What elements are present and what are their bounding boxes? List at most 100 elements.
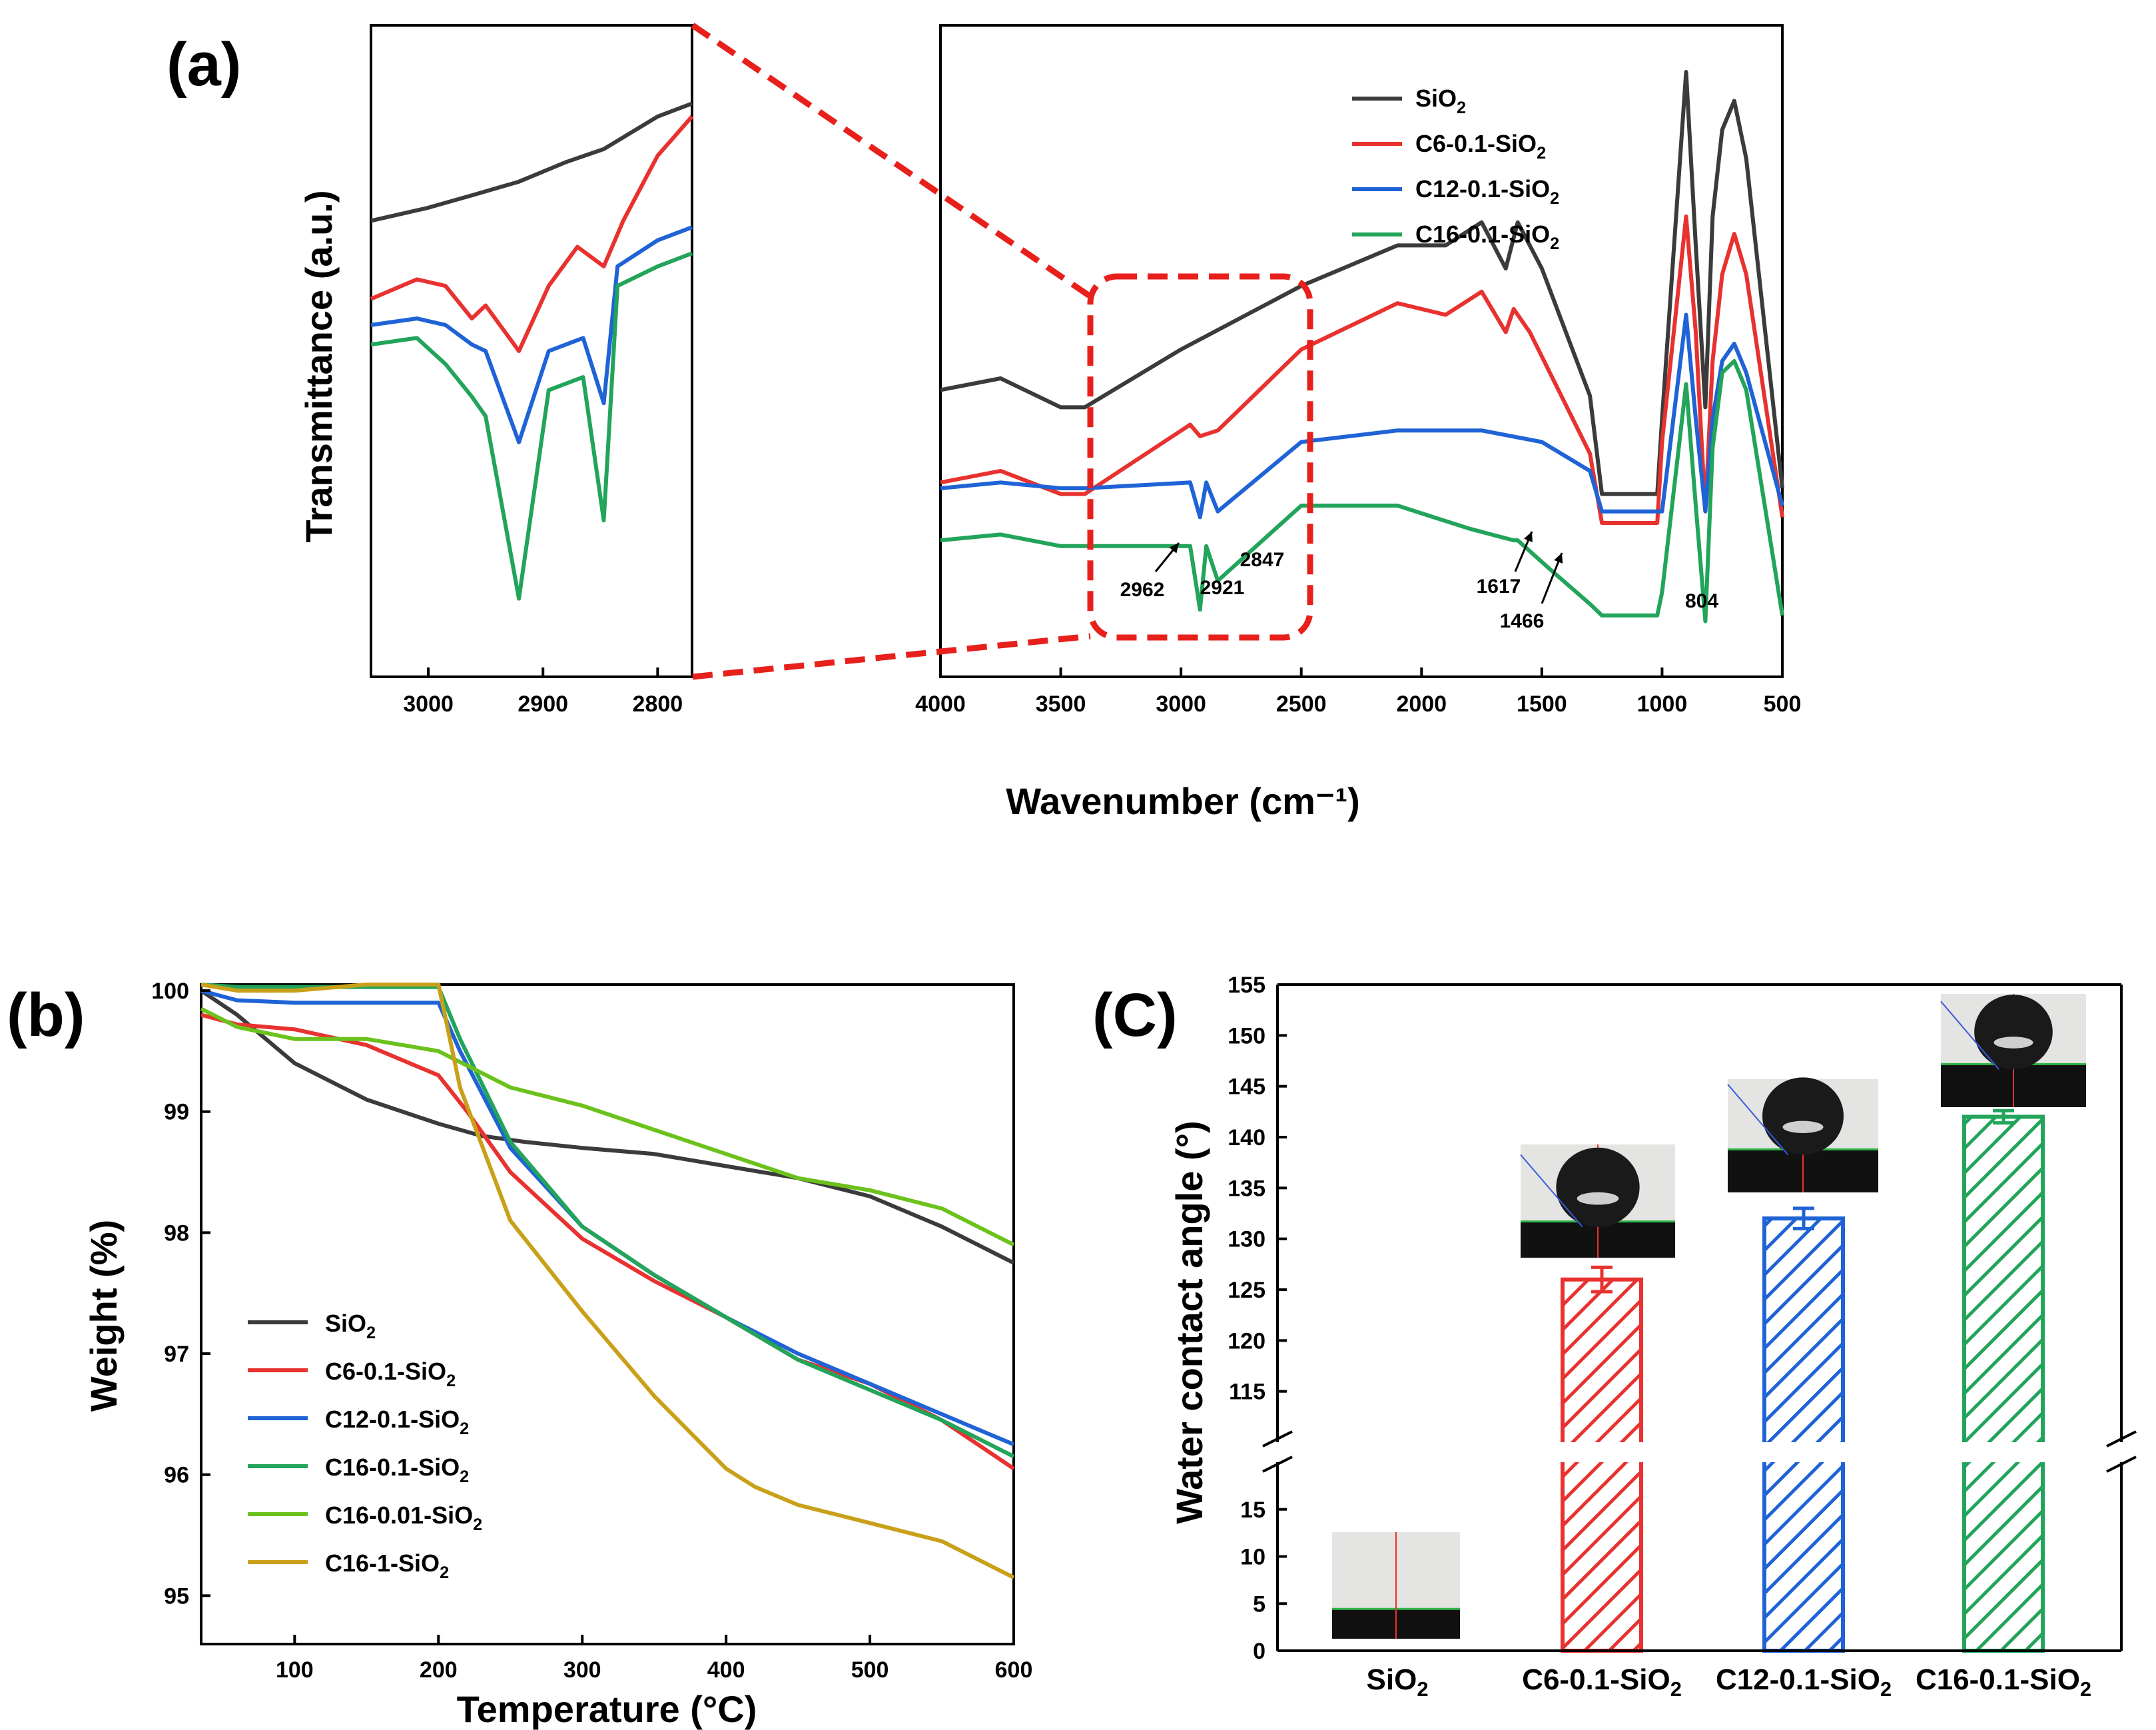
contact-angle-category-label: SiO2 bbox=[1367, 1663, 1429, 1701]
panel-label-c: (C) bbox=[1092, 981, 1178, 1049]
contact-angle-bar bbox=[1561, 1277, 1643, 1653]
ftir-zoom-xtick-label: 2800 bbox=[633, 691, 683, 717]
ftir-zoom-line-c6 bbox=[370, 115, 694, 353]
contact-angle-bars bbox=[1276, 1108, 2123, 1653]
tga-line-c16_001 bbox=[200, 1007, 1015, 1247]
tga-xtick-label: 500 bbox=[851, 1657, 889, 1683]
zoom-connector-bottom bbox=[692, 633, 1091, 680]
contact-angle-bar bbox=[1762, 1216, 1845, 1653]
contact-angle-ytick-label: 125 bbox=[1228, 1278, 1265, 1303]
contact-angle-ytick-label: 15 bbox=[1240, 1498, 1265, 1523]
ftir-full-series bbox=[940, 70, 1784, 624]
ftir-annotation-arrowhead bbox=[1524, 532, 1533, 542]
ftir-full-frame bbox=[939, 24, 1784, 678]
ftir-full-xtick-label: 1000 bbox=[1637, 691, 1688, 717]
tga-xtick-label: 100 bbox=[276, 1657, 314, 1683]
contact-angle-ytick-label: 10 bbox=[1240, 1545, 1265, 1570]
ftir-full-line-sio2 bbox=[940, 70, 1784, 496]
contact-angle-category-label: C6-0.1-SiO2 bbox=[1522, 1663, 1682, 1701]
ftir-annotation-arrowhead bbox=[1554, 553, 1563, 564]
ftir-zoom-ticks: 3000 2900 2800 bbox=[403, 667, 683, 717]
ftir-annotation-2921: 2921 bbox=[1200, 577, 1245, 599]
ftir-annotation-1617: 1617 bbox=[1477, 576, 1521, 598]
ftir-ylabel: Transmittance (a.u.) bbox=[298, 190, 340, 542]
droplet-photo bbox=[1727, 1077, 1878, 1192]
tga-ytick-label: 97 bbox=[164, 1342, 189, 1367]
contact-angle-category-label: C16-0.1-SiO2 bbox=[1916, 1663, 2091, 1701]
tga-legend-label: C16-1-SiO2 bbox=[325, 1549, 449, 1582]
tga-ytick-label: 95 bbox=[164, 1583, 189, 1609]
tga-legend-label: C6-0.1-SiO2 bbox=[325, 1358, 456, 1390]
contact-angle-ytick-label: 0 bbox=[1253, 1639, 1265, 1664]
ftir-full-xtick-label: 4000 bbox=[915, 691, 966, 717]
tga-legend-label: SiO2 bbox=[325, 1310, 376, 1342]
droplet-highlight bbox=[1577, 1192, 1619, 1205]
contact-angle-ylabel: Water contact angle (°) bbox=[1168, 1120, 1210, 1523]
tga-legend-label: C16-0.01-SiO2 bbox=[325, 1502, 482, 1534]
ftir-legend-label: SiO2 bbox=[1415, 85, 1466, 117]
contact-angle-ticks: 0 5 10 15 115 120 125 130 135 140 145 150 155 SiO2 C6-… bbox=[1228, 973, 2091, 1701]
ftir-full-xtick-label: 3000 bbox=[1156, 691, 1206, 717]
ftir-full-line-c6 bbox=[940, 215, 1784, 525]
tga-frame bbox=[200, 983, 1015, 1645]
tga-line-sio2 bbox=[200, 989, 1015, 1265]
ftir-zoom-xtick-label: 2900 bbox=[518, 691, 568, 717]
droplet-highlight bbox=[1782, 1120, 1824, 1133]
tga-ytick-label: 100 bbox=[151, 979, 189, 1004]
tga-xlabel: Temperature (°C) bbox=[457, 1688, 757, 1730]
ftir-full-xtick-label: 3500 bbox=[1036, 691, 1086, 717]
contact-angle-plot: 0 5 10 15 115 120 125 130 135 140 145 150 155 SiO2 C6-… bbox=[1228, 973, 2137, 1701]
ftir-full-line-c12 bbox=[940, 312, 1784, 520]
ftir-annotation-2847: 2847 bbox=[1240, 549, 1285, 571]
droplet-photo bbox=[1520, 1144, 1675, 1258]
droplet-photos bbox=[1332, 994, 2086, 1639]
tga-series bbox=[200, 983, 1015, 1579]
axis-break-mark-left bbox=[1262, 1456, 1293, 1473]
tga-xtick-label: 400 bbox=[707, 1657, 745, 1683]
tga-ticks: 100 200 300 400 500 600 95 96 97 98 99 100 bbox=[151, 979, 1032, 1683]
ftir-annotations: 2962 2921 2847 1617 1466 804 bbox=[1120, 531, 1718, 632]
ftir-zoom-line-c12 bbox=[370, 225, 693, 444]
droplet-photo bbox=[1332, 1532, 1460, 1639]
water-droplet bbox=[1974, 995, 2053, 1070]
contact-angle-ytick-label: 150 bbox=[1228, 1023, 1265, 1049]
ftir-annotation-2962: 2962 bbox=[1120, 579, 1165, 601]
contact-angle-frame bbox=[1262, 983, 2137, 1652]
panel-label-b: (b) bbox=[7, 981, 85, 1049]
contact-angle-bar bbox=[1962, 1114, 2045, 1653]
tga-ytick-label: 98 bbox=[164, 1220, 189, 1246]
water-droplet bbox=[1556, 1147, 1640, 1227]
droplet-photo bbox=[1940, 994, 2086, 1107]
tga-ylabel: Weight (%) bbox=[83, 1220, 125, 1412]
droplet-tangent-line bbox=[1520, 1154, 1583, 1228]
tga-legend: SiO2 C6-0.1-SiO2 C12-0.1-SiO2 C16-0.1-SiO2 C… bbox=[248, 1310, 482, 1582]
ftir-annotation-804: 804 bbox=[1685, 590, 1718, 612]
axis-break-gap bbox=[1276, 1442, 2123, 1462]
ftir-full-ticks: 4000 3500 3000 2500 2000 1500 1000 500 bbox=[915, 667, 1801, 717]
contact-angle-ytick-label: 135 bbox=[1228, 1176, 1265, 1201]
ftir-full-xtick-label: 2500 bbox=[1276, 691, 1327, 717]
axis-break-mark-right bbox=[2106, 1456, 2137, 1473]
contact-angle-ytick-label: 5 bbox=[1253, 1591, 1265, 1617]
tga-ytick-label: 96 bbox=[164, 1463, 189, 1488]
tga-line-c16 bbox=[200, 983, 1015, 1459]
contact-angle-ytick-label: 145 bbox=[1228, 1075, 1265, 1100]
ftir-zoom-xtick-label: 3000 bbox=[403, 691, 454, 717]
contact-angle-ytick-label: 140 bbox=[1228, 1125, 1265, 1150]
ftir-annotation-1466: 1466 bbox=[1500, 610, 1545, 632]
zoom-connector-top bbox=[691, 23, 1092, 299]
ftir-legend-label: C16-0.1-SiO2 bbox=[1415, 220, 1559, 253]
contact-angle-ytick-label: 130 bbox=[1228, 1227, 1265, 1252]
droplet-highlight bbox=[1993, 1037, 2033, 1049]
ftir-full-line-c16 bbox=[940, 359, 1784, 624]
zoom-region-box bbox=[1087, 273, 1313, 641]
contact-angle-ytick-label: 155 bbox=[1228, 973, 1265, 998]
ftir-zoom-frame bbox=[370, 24, 693, 678]
panel-label-a: (a) bbox=[167, 31, 241, 99]
contact-angle-category-label: C12-0.1-SiO2 bbox=[1716, 1663, 1892, 1701]
tga-xtick-label: 600 bbox=[995, 1657, 1033, 1683]
tga-xtick-label: 200 bbox=[420, 1657, 458, 1683]
tga-ytick-label: 99 bbox=[164, 1100, 189, 1125]
axis-break-mark-left bbox=[1262, 1430, 1293, 1448]
